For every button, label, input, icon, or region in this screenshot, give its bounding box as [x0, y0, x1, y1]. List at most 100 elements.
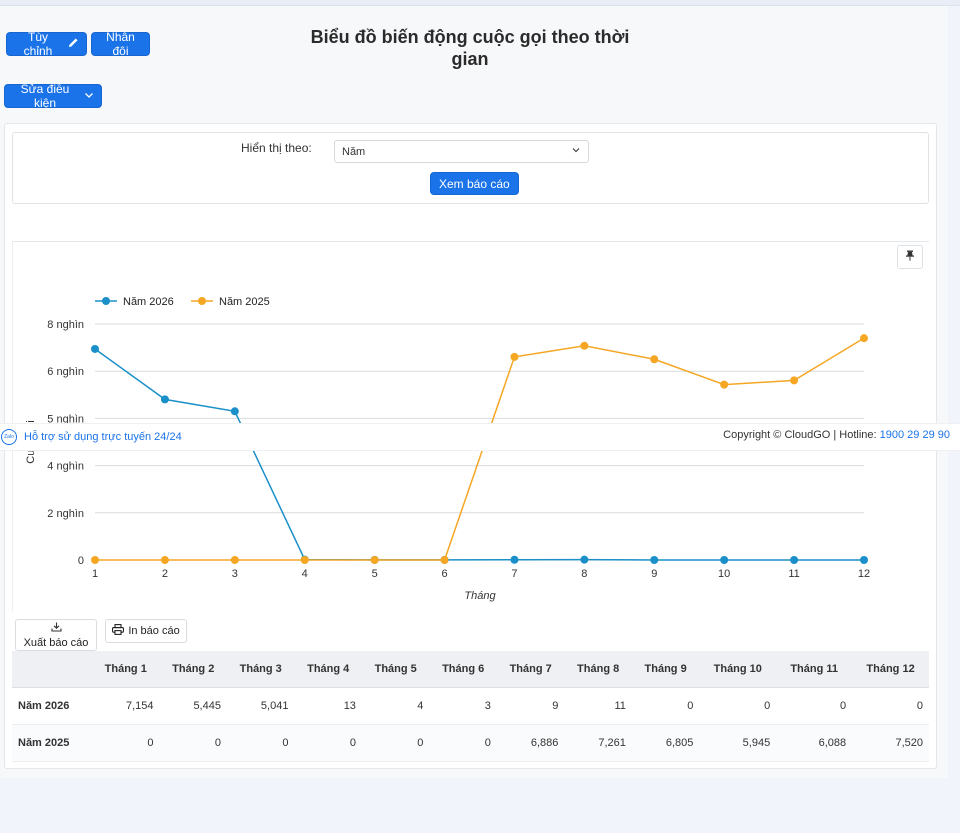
edit-conditions-label: Sửa điều kiện	[20, 82, 70, 110]
print-report-button[interactable]: In báo cáo	[105, 619, 187, 643]
y-tick-label: 2 nghìn	[47, 508, 84, 520]
data-point[interactable]	[650, 355, 659, 364]
data-point[interactable]	[790, 556, 799, 564]
x-axis-title: Tháng	[464, 590, 496, 602]
table-cell: 0	[361, 724, 430, 762]
data-point[interactable]	[580, 341, 589, 350]
data-point[interactable]	[91, 344, 99, 353]
print-label: In báo cáo	[128, 625, 180, 637]
table-cell: 7,154	[92, 687, 160, 725]
x-tick-label: 12	[858, 568, 870, 580]
table-cell: 7,261	[564, 724, 632, 762]
table-cell: 0	[852, 687, 929, 725]
data-point[interactable]	[91, 556, 99, 564]
display-by-label: Hiển thị theo:	[241, 141, 312, 155]
pin-button[interactable]	[897, 245, 923, 269]
x-tick-label: 6	[441, 568, 447, 580]
x-tick-label: 3	[232, 568, 238, 580]
table-column-header: Tháng 10	[699, 651, 777, 688]
table-cell: 5,041	[226, 687, 295, 725]
copyright-text: Copyright © CloudGO | Hotline: 1900 29 2…	[723, 429, 950, 441]
zalo-icon[interactable]: Zalo	[1, 429, 17, 445]
data-point[interactable]	[510, 352, 519, 361]
table-cell: 0	[159, 724, 227, 762]
y-tick-label: 8 nghìn	[47, 319, 84, 331]
table-cell: 4	[361, 687, 430, 725]
data-point[interactable]	[230, 407, 239, 416]
data-point[interactable]	[370, 556, 379, 564]
table-column-header: Tháng 2	[159, 651, 227, 688]
data-point[interactable]	[230, 556, 239, 564]
row-label: Năm 2026	[12, 687, 92, 725]
data-point[interactable]	[860, 556, 868, 564]
pin-icon	[905, 248, 915, 266]
y-tick-label: 5 nghìn	[47, 413, 84, 425]
table-cell: 0	[226, 724, 295, 762]
printer-icon	[112, 624, 125, 638]
table-column-header: Tháng 5	[361, 651, 430, 688]
support-link[interactable]: Hỗ trợ sử dụng trực tuyến 24/24	[24, 431, 182, 443]
table-column-header: Tháng 1	[92, 651, 160, 688]
x-tick-label: 2	[162, 568, 168, 580]
x-tick-label: 5	[372, 568, 378, 580]
legend-swatch-dot	[102, 297, 110, 305]
table-cell: 13	[294, 687, 362, 725]
chevron-down-icon	[84, 89, 94, 103]
table-column-header: Tháng 11	[776, 651, 853, 688]
data-point[interactable]	[510, 555, 519, 564]
report-table: Tháng 1 Tháng 2 Tháng 3 Tháng 4 Tháng 5 Tháng…	[12, 651, 929, 762]
table-cell: 6,805	[631, 724, 700, 762]
table-column-header: Tháng 3	[226, 651, 295, 688]
customize-button[interactable]: Tùy chỉnh	[6, 30, 87, 58]
page-top-strip	[0, 0, 960, 6]
table-cell: 6,088	[776, 724, 853, 762]
y-tick-label: 4 nghìn	[47, 461, 84, 473]
table-row: Năm 2026 7,154 5,445 5,041 13 4 3 9 11 0 0 0 0	[12, 687, 929, 725]
data-point[interactable]	[720, 380, 729, 389]
x-tick-label: 10	[718, 568, 730, 580]
table-cell: 0	[294, 724, 362, 762]
display-by-value: Năm	[342, 146, 366, 158]
customize-label: Tùy chỉnh	[23, 30, 53, 58]
data-point[interactable]	[300, 556, 309, 564]
table-cell: 0	[631, 687, 700, 725]
table-cell: 0	[429, 724, 497, 762]
legend-item[interactable]: Năm 2025	[219, 296, 270, 308]
x-tick-label: 1	[92, 568, 98, 580]
table-cell: 11	[564, 687, 632, 725]
table-cell: 5,445	[159, 687, 227, 725]
data-point[interactable]	[720, 556, 729, 564]
data-point[interactable]	[440, 556, 449, 564]
duplicate-button[interactable]: Nhân đôi	[91, 30, 150, 58]
display-by-select[interactable]: Năm	[334, 140, 589, 163]
legend-swatch-dot	[198, 297, 206, 305]
series-line	[94, 348, 864, 561]
table-cell: 0	[92, 724, 160, 762]
view-report-button[interactable]: Xem báo cáo	[430, 172, 519, 195]
duplicate-label: Nhân đôi	[106, 30, 135, 58]
hotline-link[interactable]: 1900 29 29 90	[879, 429, 950, 441]
edit-conditions-button[interactable]: Sửa điều kiện	[4, 82, 102, 110]
table-cell: 7,520	[852, 724, 929, 762]
data-point[interactable]	[650, 556, 659, 564]
table-column-header: Tháng 4	[294, 651, 362, 688]
table-cell: 0	[699, 687, 777, 725]
data-point[interactable]	[160, 395, 169, 404]
table-cell: 0	[776, 687, 853, 725]
x-tick-label: 9	[651, 568, 657, 580]
data-point[interactable]	[580, 555, 589, 564]
table-cell: 9	[496, 687, 565, 725]
table-cell: 3	[429, 687, 497, 725]
table-cell: 5,945	[699, 724, 777, 762]
x-tick-label: 11	[788, 568, 799, 580]
copyright-label: Copyright © CloudGO | Hotline:	[723, 429, 880, 441]
y-tick-label: 0	[78, 555, 84, 567]
export-report-button[interactable]: Xuất báo cáo	[15, 619, 97, 651]
data-point[interactable]	[790, 376, 799, 385]
legend-item[interactable]: Năm 2026	[123, 296, 174, 308]
table-column-header: Tháng 12	[852, 651, 929, 688]
data-point[interactable]	[160, 556, 169, 564]
data-point[interactable]	[860, 334, 868, 343]
page-title: Biểu đồ biến động cuộc gọi theo thời gia…	[310, 27, 630, 69]
pencil-icon	[68, 37, 79, 51]
